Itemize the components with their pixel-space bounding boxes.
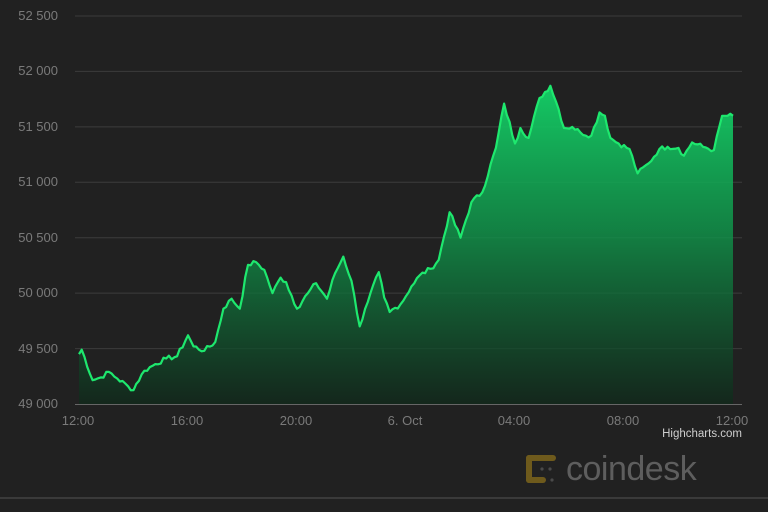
y-tick-label: 52 500 xyxy=(18,8,58,23)
y-tick-label: 51 000 xyxy=(18,174,58,190)
x-tick-label: 04:00 xyxy=(497,413,531,428)
y-tick-label: 49 500 xyxy=(18,340,58,356)
coindesk-wordmark: coindesk xyxy=(566,450,697,488)
x-tick-label: 08:00 xyxy=(606,413,640,428)
price-line xyxy=(78,84,734,392)
y-tick-label: 52 000 xyxy=(18,63,58,79)
coindesk-watermark: coindesk xyxy=(524,450,697,488)
x-tick-label: 12:00 xyxy=(61,413,95,428)
coindesk-logo-icon xyxy=(526,455,556,483)
x-tick-label: 6. Oct xyxy=(387,413,423,428)
highcharts-credits[interactable]: Highcharts.com xyxy=(662,428,742,440)
y-tick-label: 50 000 xyxy=(18,285,58,301)
x-tick-label: 16:00 xyxy=(170,413,204,428)
y-tick-label: 51 500 xyxy=(18,118,58,134)
y-tick-label: 49 000 xyxy=(18,396,58,411)
y-tick-label: 50 500 xyxy=(18,229,58,245)
x-tick-label: 12:00 xyxy=(715,413,749,428)
gridlines xyxy=(75,15,742,350)
bottom-divider xyxy=(0,497,768,499)
x-tick-label: 20:00 xyxy=(279,413,313,428)
price-area xyxy=(79,85,733,405)
